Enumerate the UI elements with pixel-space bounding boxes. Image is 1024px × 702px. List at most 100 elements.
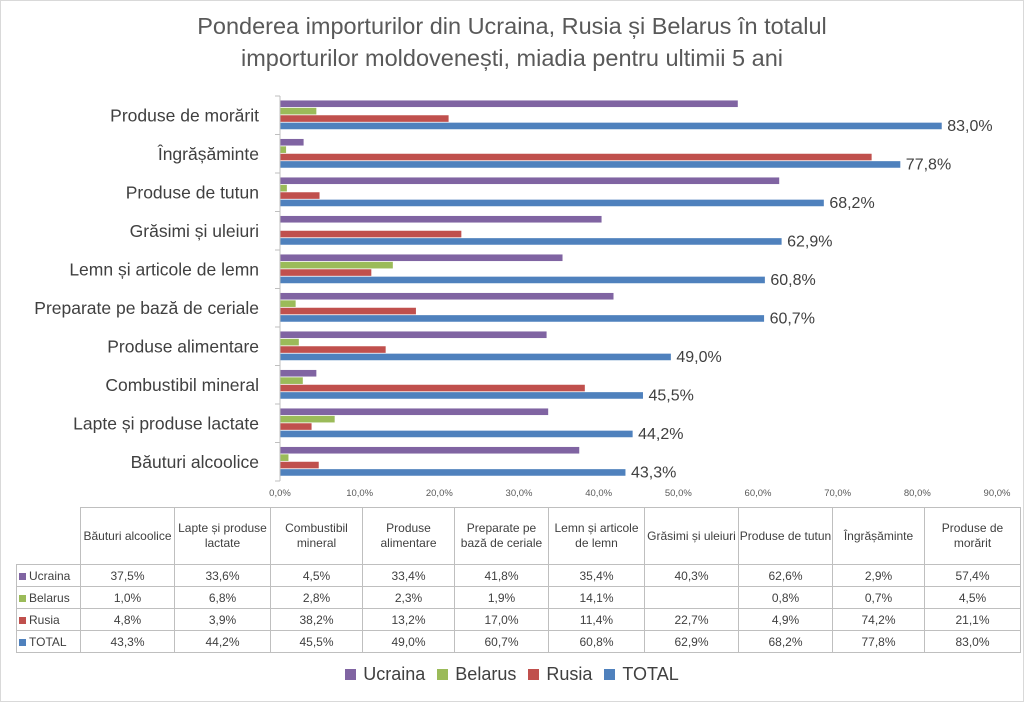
legend-item: Belarus <box>437 664 516 685</box>
bar-ucraina <box>280 369 317 377</box>
table-row: TOTAL 43,3% 44,2% 45,5% 49,0% 60,7% 60,8% 62,9%… <box>16 630 1021 653</box>
table-cell: 62,9% <box>644 630 739 653</box>
bar-belarus <box>280 454 289 461</box>
table-cell: 2,9% <box>832 564 925 587</box>
bar-total <box>280 161 901 168</box>
x-tick-label: 50,0% <box>665 488 692 499</box>
data-table: Băuturi alcoolice Lapte și produse lactat… <box>16 507 1021 653</box>
bar-belarus <box>280 415 335 423</box>
table-cell: 6,8% <box>174 586 271 609</box>
x-tick-label: 70,0% <box>824 488 851 499</box>
data-label: 62,9% <box>787 234 832 251</box>
table-cell: 14,1% <box>548 586 645 609</box>
table-cell: 3,9% <box>174 608 271 631</box>
legend-key-swatch <box>19 594 26 602</box>
bar-belarus <box>280 107 317 115</box>
table-cell: 41,8% <box>454 564 549 587</box>
bar-ucraina <box>280 215 602 223</box>
bar-rusia <box>280 269 372 276</box>
table-column-header: Produse alimentare <box>362 507 455 565</box>
bar-total <box>280 315 765 322</box>
table-cell: 68,2% <box>738 630 833 653</box>
table-cell: 38,2% <box>270 608 363 631</box>
table-column-header: Îngrășăminte <box>832 507 925 565</box>
data-label: 44,2% <box>638 426 683 443</box>
bar-rusia <box>280 115 449 122</box>
data-label: 60,8% <box>770 272 815 289</box>
table-cell: 2,8% <box>270 586 363 609</box>
x-tick-label: 10,0% <box>346 488 373 499</box>
x-tick-label: 40,0% <box>585 488 612 499</box>
bar-rusia <box>280 230 462 238</box>
table-column-header: Produse de morărit <box>924 507 1021 565</box>
x-tick-label: 30,0% <box>506 488 533 499</box>
bar-total <box>280 199 824 207</box>
legend-key-swatch <box>19 638 26 646</box>
table-cell: 37,5% <box>80 564 175 587</box>
table-column-header: Combustibil mineral <box>270 507 363 565</box>
table-row: Belarus 1,0% 6,8% 2,8% 2,3% 1,9% 14,1% 0,8% 0,7%… <box>16 586 1021 609</box>
legend-swatch <box>345 669 357 680</box>
data-label: 49,0% <box>676 349 721 366</box>
table-cell: 0,7% <box>832 586 925 609</box>
data-label: 68,2% <box>829 195 874 212</box>
table-cell: 60,8% <box>548 630 645 653</box>
category-label: Băuturi alcoolice <box>131 452 259 472</box>
x-tick-label: 20,0% <box>426 488 453 499</box>
legend-item: Rusia <box>528 664 592 685</box>
table-cell: 1,9% <box>454 586 549 609</box>
bar-total <box>280 392 643 399</box>
table-cell: 45,5% <box>270 630 363 653</box>
table-cell: 40,3% <box>644 564 739 587</box>
table-cell <box>644 586 739 609</box>
chart-title-line-1: Ponderea importurilor din Ucraina, Rusia… <box>197 13 827 39</box>
category-label: Lapte și produse lactate <box>73 413 259 433</box>
bar-rusia <box>280 307 416 315</box>
bar-total <box>280 238 782 245</box>
series-name: Belarus <box>29 590 70 605</box>
legend-label: Rusia <box>546 664 593 684</box>
legend-label: TOTAL <box>622 664 679 684</box>
table-row-header: Rusia <box>16 608 81 631</box>
x-tick-label: 60,0% <box>745 488 772 499</box>
bar-rusia <box>280 192 320 199</box>
bar-total <box>280 430 633 438</box>
bar-total <box>280 353 671 361</box>
table-cell: 13,2% <box>362 608 455 631</box>
table-cell: 2,3% <box>362 586 455 609</box>
category-label: Combustibil mineral <box>105 375 259 395</box>
bar-rusia <box>280 384 585 392</box>
chart-title: Ponderea importurilor din Ucraina, Rusia… <box>0 10 1024 74</box>
data-label: 45,5% <box>648 388 693 405</box>
legend-item: Ucraina <box>345 664 425 685</box>
table-column-header: Grăsimi și uleiuri <box>644 507 739 565</box>
bar-ucraina <box>280 331 547 339</box>
legend-item: TOTAL <box>604 664 679 685</box>
bar-belarus <box>280 338 299 346</box>
bar-total <box>280 469 626 476</box>
table-row: Rusia 4,8% 3,9% 38,2% 13,2% 17,0% 11,4% 22,7% 4,… <box>16 608 1021 631</box>
bar-rusia <box>280 423 312 430</box>
bar-ucraina <box>280 138 304 146</box>
table-cell: 4,5% <box>924 586 1021 609</box>
table-cell: 49,0% <box>362 630 455 653</box>
bar-total <box>280 122 942 130</box>
data-label: 77,8% <box>906 157 951 174</box>
category-label: Produse de tutun <box>126 182 259 202</box>
table-row: Ucraina 37,5% 33,6% 4,5% 33,4% 41,8% 35,4% 40,3… <box>16 564 1021 587</box>
bar-belarus <box>280 261 393 269</box>
series-name: Rusia <box>29 612 60 627</box>
legend-swatch <box>437 669 449 680</box>
table-column-header: Lemn și articole de lemn <box>548 507 645 565</box>
legend-swatch <box>528 669 540 680</box>
table-cell: 33,6% <box>174 564 271 587</box>
category-label: Îngrășăminte <box>157 144 259 164</box>
table-row-header: Belarus <box>16 586 81 609</box>
table-header-row: Băuturi alcoolice Lapte și produse lactat… <box>16 507 1021 565</box>
table-column-header: Preparate pe bază de ceriale <box>454 507 549 565</box>
legend-swatch <box>604 669 616 680</box>
table-column-header: Produse de tutun <box>738 507 833 565</box>
legend-label: Belarus <box>455 664 517 684</box>
bar-belarus <box>280 377 303 384</box>
table-cell: 11,4% <box>548 608 645 631</box>
